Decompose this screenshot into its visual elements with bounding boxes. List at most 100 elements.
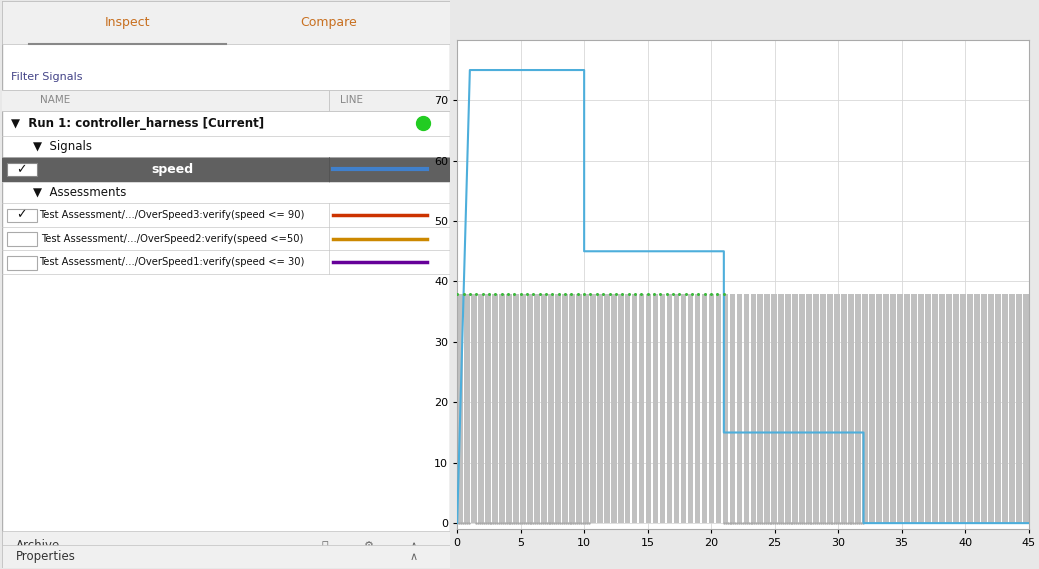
Bar — [785, 294, 791, 523]
Text: speed: speed — [152, 163, 193, 176]
Bar — [639, 294, 644, 523]
Bar — [799, 294, 805, 523]
Bar — [995, 294, 1001, 523]
Text: Inspect: Inspect — [105, 16, 151, 29]
Text: ∧: ∧ — [410, 541, 418, 551]
Bar — [821, 294, 826, 523]
Bar — [974, 294, 980, 523]
Text: Test Assessment/.../OverSpeed2:verify(speed <=50): Test Assessment/.../OverSpeed2:verify(sp… — [42, 233, 303, 244]
Bar — [744, 294, 749, 523]
Bar — [981, 294, 987, 523]
Bar — [911, 294, 916, 523]
Bar — [842, 294, 847, 523]
Bar — [988, 294, 993, 523]
Bar — [652, 294, 659, 523]
Text: Properties: Properties — [16, 550, 76, 563]
Bar — [624, 294, 631, 523]
Bar — [967, 294, 973, 523]
Bar — [814, 294, 819, 523]
Bar — [827, 294, 833, 523]
Bar — [876, 294, 882, 523]
Bar — [709, 294, 715, 523]
Bar — [632, 294, 638, 523]
Bar — [646, 294, 651, 523]
Bar — [534, 294, 539, 523]
Bar — [716, 294, 721, 523]
Bar — [918, 294, 924, 523]
Bar — [492, 294, 498, 523]
Text: Test Assessment/.../OverSpeed3:verify(speed <= 90): Test Assessment/.../OverSpeed3:verify(sp… — [39, 210, 304, 220]
Bar — [506, 294, 512, 523]
Text: 🗑: 🗑 — [321, 541, 328, 551]
Text: ▼  Signals: ▼ Signals — [33, 140, 92, 153]
Text: Compare: Compare — [300, 16, 357, 29]
Bar — [883, 294, 889, 523]
Bar — [513, 294, 518, 523]
Bar — [890, 294, 896, 523]
Bar — [772, 294, 777, 523]
Bar — [898, 294, 903, 523]
Bar — [925, 294, 931, 523]
Bar — [834, 294, 841, 523]
Bar — [596, 294, 603, 523]
Bar — [457, 294, 463, 523]
FancyBboxPatch shape — [6, 232, 37, 246]
Text: ⚙: ⚙ — [365, 541, 374, 551]
FancyBboxPatch shape — [6, 209, 37, 222]
Bar — [939, 294, 944, 523]
Bar — [576, 294, 582, 523]
Legend: speed, Test Assessment/.../OverSpeed3:verify(speed <= 90): speed, Test Assessment/.../OverSpeed3:ve… — [463, 0, 879, 5]
Text: Test Assessment/.../OverSpeed1:verify(speed <= 30): Test Assessment/.../OverSpeed1:verify(sp… — [39, 257, 304, 267]
Text: ✓: ✓ — [17, 163, 27, 176]
Bar — [583, 294, 589, 523]
Text: LINE: LINE — [340, 96, 364, 105]
Bar — [793, 294, 798, 523]
Bar — [1016, 294, 1021, 523]
Bar — [485, 294, 490, 523]
Bar — [660, 294, 665, 523]
Bar — [2, 531, 450, 568]
Bar — [604, 294, 610, 523]
Text: Filter Signals: Filter Signals — [11, 72, 82, 81]
Bar — [2, 157, 450, 182]
Text: ▼  Run 1: controller_harness [Current]: ▼ Run 1: controller_harness [Current] — [11, 117, 264, 130]
Text: ✓: ✓ — [17, 208, 27, 221]
Bar — [701, 294, 708, 523]
Bar — [555, 294, 561, 523]
Bar — [778, 294, 784, 523]
Bar — [695, 294, 700, 523]
Bar — [569, 294, 575, 523]
Bar — [673, 294, 680, 523]
Bar — [681, 294, 687, 523]
Bar — [1022, 294, 1029, 523]
Bar — [618, 294, 623, 523]
Bar — [806, 294, 812, 523]
Bar — [688, 294, 693, 523]
Bar — [750, 294, 756, 523]
Bar — [499, 294, 505, 523]
Bar — [2, 90, 450, 111]
FancyBboxPatch shape — [6, 256, 37, 270]
Bar — [947, 294, 952, 523]
FancyBboxPatch shape — [6, 163, 37, 176]
Bar — [904, 294, 910, 523]
Bar — [765, 294, 770, 523]
Bar — [855, 294, 861, 523]
Text: Archive: Archive — [16, 539, 60, 552]
Bar — [1002, 294, 1008, 523]
Bar — [870, 294, 875, 523]
Bar — [2, 1, 450, 44]
Bar — [1009, 294, 1015, 523]
Bar — [471, 294, 477, 523]
Bar — [667, 294, 672, 523]
Text: ▼  Assessments: ▼ Assessments — [33, 186, 127, 199]
Bar — [464, 294, 470, 523]
Bar — [960, 294, 965, 523]
Bar — [611, 294, 616, 523]
Bar — [862, 294, 868, 523]
Bar — [478, 294, 484, 523]
Bar — [757, 294, 764, 523]
Bar — [590, 294, 595, 523]
Bar — [541, 294, 547, 523]
Bar — [548, 294, 554, 523]
